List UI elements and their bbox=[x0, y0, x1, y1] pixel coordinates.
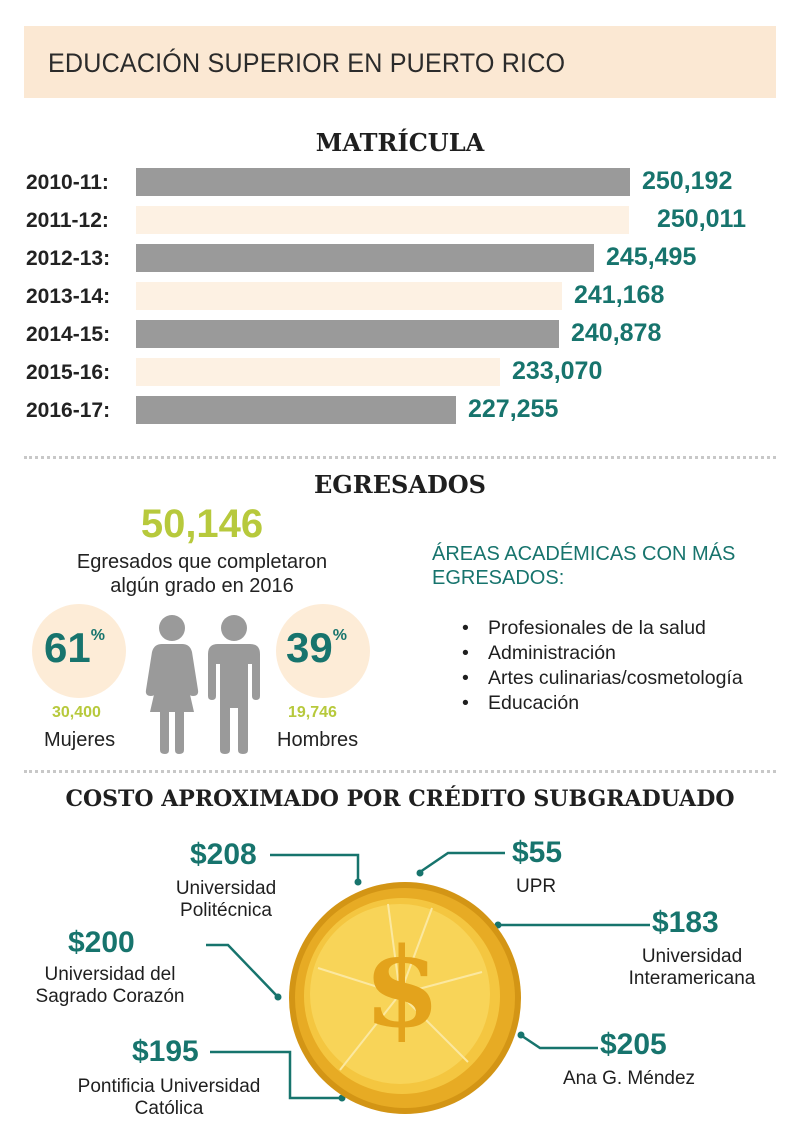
bar bbox=[136, 206, 629, 234]
price-pontificia: $195 bbox=[132, 1035, 199, 1068]
areas-title: ÁREAS ACADÉMICAS CON MÁS EGRESADOS: bbox=[432, 542, 772, 590]
area-label: Educación bbox=[488, 692, 580, 714]
areas-title-line2: EGRESADOS: bbox=[432, 567, 565, 589]
list-item: • Educación bbox=[462, 691, 782, 716]
bar bbox=[136, 244, 594, 272]
value-label: 245,495 bbox=[606, 243, 697, 271]
name-pontificia: Pontificia Universidad Católica bbox=[54, 1076, 284, 1120]
header-banner: EDUCACIÓN SUPERIOR EN PUERTO RICO bbox=[24, 26, 776, 98]
man-icon bbox=[208, 615, 260, 754]
leader-line bbox=[210, 1050, 340, 1100]
graduates-description-line1: Egresados que completaron bbox=[76, 551, 328, 573]
egresados-title: EGRESADOS bbox=[313, 470, 487, 499]
graduates-description: Egresados que completaron algún grado en… bbox=[0, 550, 404, 598]
year-label: 2016-17: bbox=[26, 399, 111, 422]
people-icons bbox=[145, 615, 260, 754]
enrollment-bar-chart: 2010-11: 250,192 2011-12: 250,011 2012-13: 24… bbox=[0, 160, 800, 440]
men-count: 19,746 bbox=[288, 704, 337, 721]
year-label: 2011-12: bbox=[26, 209, 109, 232]
area-label: Profesionales de la salud bbox=[488, 617, 706, 639]
name-line: Interamericana bbox=[628, 968, 756, 989]
price-ana-g-mendez: $205 bbox=[600, 1028, 667, 1061]
area-label: Administración bbox=[488, 642, 616, 664]
leader-lines bbox=[206, 851, 650, 1100]
areas-title-line1: ÁREAS ACADÉMICAS CON MÁS bbox=[432, 543, 736, 565]
dollar-coin-icon: $ bbox=[289, 882, 521, 1114]
women-label: Mujeres bbox=[44, 729, 116, 751]
bar bbox=[136, 396, 456, 424]
costo-title: COSTO APROXIMADO POR CRÉDITO SUBGRADUADO bbox=[65, 786, 735, 812]
section-divider bbox=[24, 770, 776, 773]
name-line: Católica bbox=[134, 1098, 204, 1119]
bar bbox=[136, 320, 559, 348]
list-item: • Artes culinarias/cosmetología bbox=[462, 666, 782, 691]
women-percent-circle bbox=[32, 604, 126, 698]
women-percent-sign: % bbox=[90, 627, 105, 644]
name-line: Universidad del bbox=[44, 964, 176, 985]
bullet: • bbox=[462, 667, 469, 689]
section-divider bbox=[24, 456, 776, 459]
area-label: Artes culinarias/cosmetología bbox=[488, 667, 743, 689]
men-percent-sign: % bbox=[332, 627, 347, 644]
value-label: 241,168 bbox=[574, 281, 665, 309]
men-percent-circle bbox=[276, 604, 370, 698]
name-line: Politécnica bbox=[180, 900, 272, 921]
women-percent: 61% bbox=[44, 624, 105, 672]
name-sagrado-corazon: Universidad del Sagrado Corazón bbox=[20, 964, 200, 1008]
year-label: 2012-13: bbox=[26, 247, 111, 270]
name-ana-g-mendez: Ana G. Méndez bbox=[563, 1068, 696, 1089]
areas-list: • Profesionales de la salud • Administraci… bbox=[462, 616, 782, 716]
leader-line bbox=[419, 851, 505, 874]
value-label: 227,255 bbox=[468, 395, 559, 423]
value-label: 250,192 bbox=[642, 167, 733, 195]
name-upr: UPR bbox=[516, 876, 557, 897]
name-line: Sagrado Corazón bbox=[35, 986, 185, 1007]
svg-text:$: $ bbox=[364, 923, 441, 1052]
bar bbox=[136, 168, 630, 196]
leader-line bbox=[206, 943, 277, 996]
page-title: EDUCACIÓN SUPERIOR EN PUERTO RICO bbox=[48, 48, 566, 78]
men-label: Hombres bbox=[277, 729, 359, 751]
value-label: 250,011 bbox=[657, 205, 746, 233]
cost-coin-graphic: $ bbox=[206, 851, 650, 1114]
list-item: • Administración bbox=[462, 641, 782, 666]
price-politecnica: $208 bbox=[190, 838, 257, 871]
year-label: 2010-11: bbox=[26, 171, 109, 194]
name-interamericana: Universidad Interamericana bbox=[600, 946, 784, 990]
name-politecnica: Universidad Politécnica bbox=[160, 878, 292, 922]
value-label: 233,070 bbox=[512, 357, 603, 385]
men-percent-value: 39 bbox=[286, 624, 333, 671]
name-line: Universidad bbox=[641, 946, 743, 967]
name-line: Pontificia Universidad bbox=[77, 1076, 261, 1097]
men-percent: 39% bbox=[286, 624, 347, 672]
graduates-total: 50,146 bbox=[140, 502, 264, 546]
graduates-description-line2: algún grado en 2016 bbox=[110, 575, 294, 597]
name-line: Universidad bbox=[175, 878, 277, 899]
women-percent-value: 61 bbox=[44, 624, 91, 671]
women-count: 30,400 bbox=[52, 704, 101, 721]
bar bbox=[136, 282, 562, 310]
price-interamericana: $183 bbox=[652, 906, 719, 939]
price-sagrado-corazon: $200 bbox=[68, 926, 135, 959]
bullet: • bbox=[462, 692, 469, 714]
bar bbox=[136, 358, 500, 386]
leader-line bbox=[521, 1034, 598, 1050]
year-label: 2014-15: bbox=[26, 323, 111, 346]
list-item: • Profesionales de la salud bbox=[462, 616, 782, 641]
leader-line bbox=[270, 853, 360, 880]
value-label: 240,878 bbox=[571, 319, 662, 347]
year-label: 2013-14: bbox=[26, 285, 111, 308]
matricula-title: MATRÍCULA bbox=[315, 128, 485, 157]
bullet: • bbox=[462, 642, 469, 664]
bullet: • bbox=[462, 617, 469, 639]
year-label: 2015-16: bbox=[26, 361, 111, 384]
price-upr: $55 bbox=[512, 836, 563, 869]
woman-icon bbox=[145, 615, 199, 754]
